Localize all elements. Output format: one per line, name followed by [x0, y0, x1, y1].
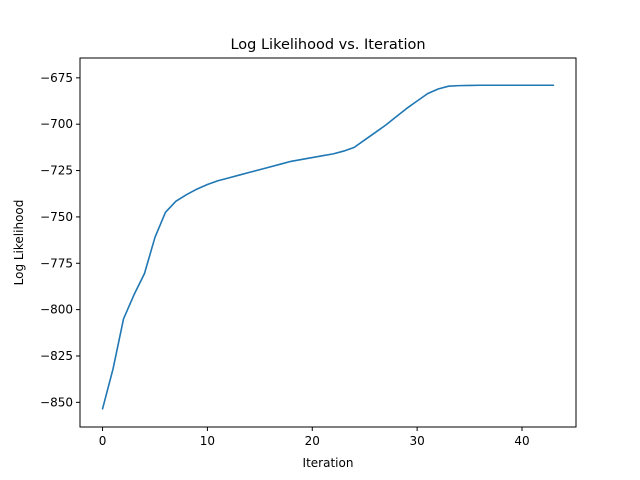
- y-tick-label: −825: [40, 349, 73, 363]
- x-axis-label: Iteration: [303, 456, 354, 470]
- y-tick-label: −800: [40, 303, 73, 317]
- x-tick-label: 30: [409, 434, 424, 448]
- y-tick-label: −675: [40, 71, 73, 85]
- series-line: [101, 84, 555, 410]
- y-tick-label: −850: [40, 395, 73, 409]
- y-tick-label: −775: [40, 256, 73, 270]
- y-axis-ticks: −850 −825 −800 −775 −750 −725 −700 −675: [40, 71, 80, 409]
- y-tick-label: −750: [40, 210, 73, 224]
- chart-title: Log Likelihood vs. Iteration: [230, 37, 425, 53]
- y-tick-label: −725: [40, 164, 73, 178]
- axes-frame: [79, 57, 577, 428]
- x-tick-label: 20: [305, 434, 320, 448]
- x-tick-label: 0: [99, 434, 107, 448]
- y-tick-label: −700: [40, 117, 73, 131]
- x-tick-label: 10: [200, 434, 215, 448]
- x-tick-label: 40: [514, 434, 529, 448]
- plot-area: [101, 84, 555, 410]
- x-axis-ticks: 0 10 20 30 40: [99, 427, 530, 448]
- y-axis-label: Log Likelihood: [12, 200, 26, 286]
